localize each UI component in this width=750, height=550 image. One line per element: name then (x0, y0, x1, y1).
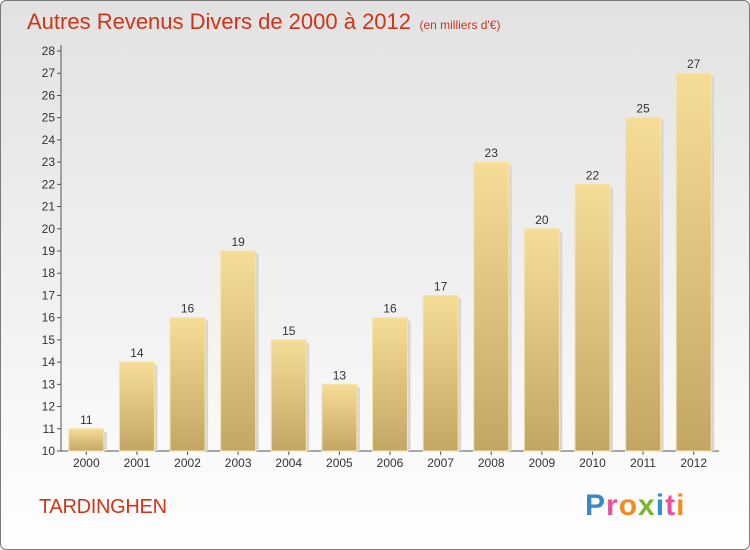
data-label: 25 (636, 102, 650, 116)
data-label: 14 (130, 346, 144, 360)
y-tick-label: 28 (42, 44, 56, 58)
data-label: 17 (434, 279, 448, 293)
x-tick-label: 2009 (528, 456, 555, 470)
brand-logo: Proxiti (585, 489, 685, 523)
y-tick-label: 16 (42, 311, 56, 325)
data-label: 13 (333, 368, 347, 382)
bar-2001 (118, 361, 155, 452)
data-label: 19 (231, 235, 245, 249)
bar-2012 (675, 72, 712, 452)
bar-2003 (220, 250, 257, 452)
x-tick-label: 2012 (680, 456, 707, 470)
data-label: 20 (535, 213, 549, 227)
x-tick-label: 2010 (579, 456, 606, 470)
brand-letter: r (606, 489, 619, 522)
bar-2007 (422, 294, 459, 452)
axes: 10 11 12 13 14 15 16 17 18 19 20 21 22 23 24 25 26 27 28 20… (42, 44, 719, 470)
x-tick-label: 2003 (225, 456, 252, 470)
y-tick-label: 11 (43, 422, 56, 436)
data-label: 27 (687, 57, 701, 71)
chart-title: Autres Revenus Divers de 2000 à 2012 (27, 9, 412, 34)
x-tick-label: 2006 (377, 456, 404, 470)
bar-2002 (169, 317, 206, 452)
y-tick-label: 21 (42, 200, 56, 214)
y-tick-label: 27 (42, 66, 56, 80)
brand-letter: i (655, 489, 666, 522)
bar-2000 (68, 428, 105, 452)
data-label: 15 (282, 324, 296, 338)
data-label: 23 (485, 146, 499, 160)
title-row: Autres Revenus Divers de 2000 à 2012 (en… (27, 9, 500, 35)
y-tick-label: 12 (42, 400, 56, 414)
y-tick-label: 10 (42, 444, 56, 458)
y-tick-label: 15 (42, 333, 56, 347)
bar-2006 (372, 317, 408, 452)
bar-2005 (321, 383, 358, 452)
data-label: 22 (586, 168, 600, 182)
x-tick-label: 2005 (326, 456, 353, 470)
data-label: 16 (181, 302, 195, 316)
y-tick-label: 22 (42, 177, 56, 191)
brand-letter: i (676, 489, 686, 522)
y-tick-label: 18 (42, 266, 56, 280)
x-tick-label: 2011 (630, 456, 656, 470)
data-label: 11 (80, 413, 93, 427)
y-tick-label: 14 (42, 355, 56, 369)
x-tick-label: 2004 (275, 456, 302, 470)
y-tick-label: 20 (42, 222, 56, 236)
y-tick-label: 24 (42, 133, 56, 147)
bar-2010 (574, 183, 611, 452)
bar-2011 (625, 117, 662, 452)
x-tick-label: 2007 (427, 456, 454, 470)
x-tick-label: 2002 (174, 456, 201, 470)
x-tick-label: 2000 (73, 456, 100, 470)
x-tick-label: 2008 (478, 456, 505, 470)
y-tick-label: 13 (42, 377, 56, 391)
x-tick-label: 2001 (124, 456, 151, 470)
bar-2009 (523, 228, 560, 452)
chart-subtitle: (en milliers d'€) (419, 18, 501, 32)
brand-letter: t (665, 489, 677, 522)
y-tick-label: 26 (42, 88, 56, 102)
brand-letter: o (618, 489, 639, 522)
data-label: 16 (383, 302, 397, 316)
y-tick-label: 23 (42, 155, 56, 169)
bars (68, 72, 715, 452)
y-tick-label: 17 (42, 288, 56, 302)
brand-letter: x (638, 489, 656, 522)
y-tick-label: 25 (42, 111, 56, 125)
brand-letter: P (585, 489, 607, 522)
bar-2008 (473, 161, 510, 452)
location-name: TARDINGHEN (39, 496, 167, 518)
y-tick-label: 19 (42, 244, 56, 258)
data-labels: 11 14 16 19 15 13 16 17 23 20 22 25 27 (80, 57, 701, 427)
bar-2004 (270, 339, 307, 452)
